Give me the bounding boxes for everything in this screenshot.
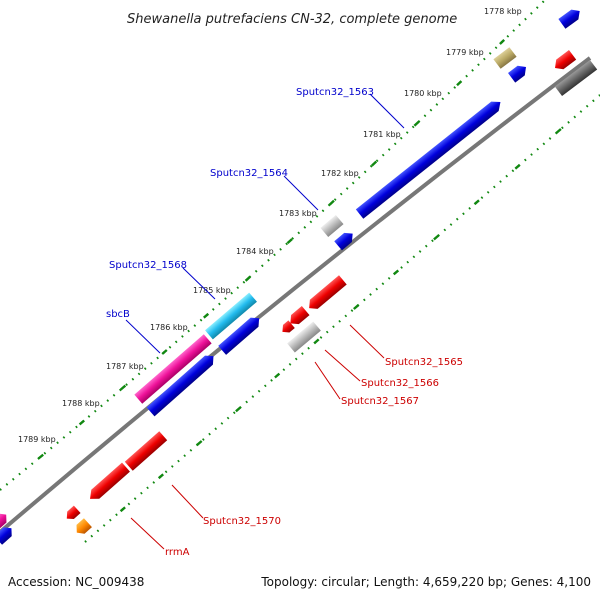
gene-feature-reverse[interactable] xyxy=(554,59,598,97)
tick-mark xyxy=(119,506,126,513)
callout-lines xyxy=(125,93,405,550)
kbp-tick-label: 1779 kbp xyxy=(446,48,484,57)
tick-mark xyxy=(392,269,400,276)
map-title: Shewanella putrefaciens CN-32, complete … xyxy=(127,12,457,27)
gene-sputcn32-1565[interactable] xyxy=(305,275,347,312)
kbp-tick-labels: 1778 kbp 1779 kbp 1780 kbp 1781 kbp 1782… xyxy=(18,7,522,444)
gene-feature-forward[interactable] xyxy=(218,314,263,355)
kbp-tick-label: 1781 kbp xyxy=(363,130,401,139)
tick-mark xyxy=(313,338,320,345)
kbp-tick-label: 1780 kbp xyxy=(404,89,442,98)
tick-mark xyxy=(555,128,562,134)
gene-feature-reverse[interactable] xyxy=(124,431,168,471)
tick-mark xyxy=(157,473,164,480)
tick-mark xyxy=(456,80,463,87)
gene-feature-forward[interactable] xyxy=(0,510,10,532)
gene-label-rrma[interactable]: rrmA xyxy=(165,547,190,558)
gene-feature-reverse[interactable] xyxy=(73,518,92,537)
gene-sputcn32-1566[interactable] xyxy=(286,305,310,328)
tick-mark xyxy=(286,238,293,244)
gene-feature-reverse[interactable] xyxy=(279,320,295,335)
tick-mark xyxy=(78,419,85,426)
gene-sputcn32-1563[interactable] xyxy=(355,97,504,219)
gene-sbcb[interactable] xyxy=(134,334,212,404)
gene-label-sputcn32-1565[interactable]: Sputcn32_1565 xyxy=(385,357,463,368)
tick-mark xyxy=(120,384,127,391)
gene-feature-forward[interactable] xyxy=(146,352,218,417)
kbp-tick-label: 1784 kbp xyxy=(236,247,274,256)
kbp-tick-label: 1782 kbp xyxy=(321,169,359,178)
tick-mark xyxy=(235,406,242,413)
gene-feature-forward[interactable] xyxy=(0,524,15,545)
gene-feature-forward[interactable] xyxy=(493,47,517,69)
gene-label-sputcn32-1564[interactable]: Sputcn32_1564 xyxy=(210,168,288,179)
gene-sputcn32-1564[interactable] xyxy=(334,229,356,251)
reverse-strand-genes xyxy=(63,49,598,537)
tick-mark xyxy=(244,275,251,282)
accession-label: Accession: NC_009438 xyxy=(8,575,144,589)
gene-feature-forward[interactable] xyxy=(558,6,583,29)
tick-mark xyxy=(371,160,378,167)
tick-mark xyxy=(473,199,480,206)
gene-label-sputcn32-1563[interactable]: Sputcn32_1563 xyxy=(296,87,374,98)
tick-mark xyxy=(328,199,335,206)
gene-sputcn32-1568[interactable] xyxy=(205,292,257,340)
gene-feature-forward[interactable] xyxy=(320,214,344,238)
kbp-tick-label: 1778 kbp xyxy=(484,7,522,16)
tick-mark xyxy=(433,234,440,241)
outer-tick-track xyxy=(0,0,546,491)
genome-backbone xyxy=(0,56,592,534)
tick-mark xyxy=(353,304,360,310)
tick-mark xyxy=(274,372,281,379)
tick-mark xyxy=(196,440,203,446)
gene-rrma[interactable] xyxy=(63,505,81,523)
tick-mark xyxy=(203,312,210,319)
gene-label-sbcb[interactable]: sbcB xyxy=(106,309,130,320)
kbp-tick-label: 1785 kbp xyxy=(193,286,231,295)
gene-label-sputcn32-1567[interactable]: Sputcn32_1567 xyxy=(341,396,419,407)
gene-feature-reverse[interactable] xyxy=(551,49,577,73)
gene-feature-forward[interactable] xyxy=(508,62,530,83)
tick-mark xyxy=(514,163,521,170)
kbp-tick-label: 1786 kbp xyxy=(150,323,188,332)
tick-mark xyxy=(499,39,506,45)
kbp-tick-label: 1789 kbp xyxy=(18,435,56,444)
kbp-tick-label: 1783 kbp xyxy=(279,209,317,218)
topology-label: Topology: circular; Length: 4,659,220 bp… xyxy=(260,575,591,589)
kbp-tick-label: 1787 kbp xyxy=(106,362,144,371)
gene-sputcn32-1570[interactable] xyxy=(86,462,130,504)
gene-label-sputcn32-1566[interactable]: Sputcn32_1566 xyxy=(361,378,439,389)
gene-label-sputcn32-1568[interactable]: Sputcn32_1568 xyxy=(109,260,187,271)
gene-label-sputcn32-1570[interactable]: Sputcn32_1570 xyxy=(203,516,281,527)
kbp-tick-label: 1788 kbp xyxy=(62,399,100,408)
tick-mark xyxy=(161,349,168,355)
tick-mark xyxy=(413,120,420,127)
forward-strand-genes xyxy=(0,6,583,545)
tick-mark xyxy=(37,453,44,460)
gene-sputcn32-1567[interactable] xyxy=(287,321,321,353)
tick-marks xyxy=(37,39,562,513)
